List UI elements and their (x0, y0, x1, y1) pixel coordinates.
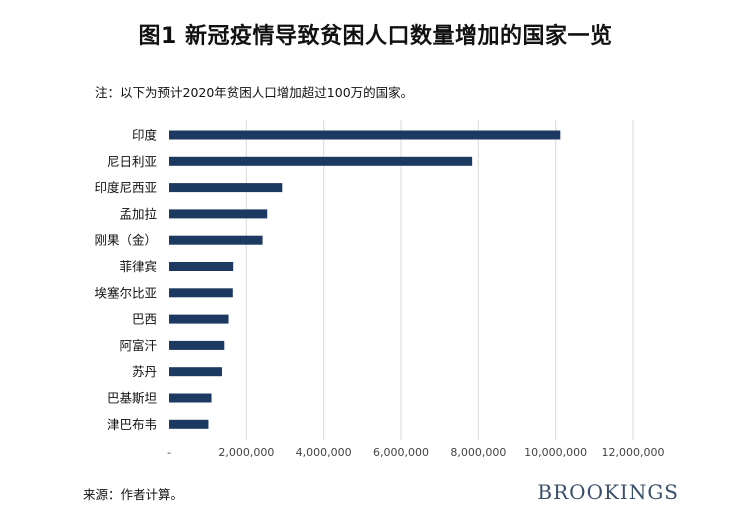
x-tick-label: 10,000,000 (524, 446, 587, 459)
bar (169, 393, 212, 403)
x-tick-label: 2,000,000 (218, 446, 274, 459)
grid-lines (245, 120, 634, 440)
x-tick-label: - (167, 446, 171, 459)
bar (169, 419, 209, 429)
bar (169, 367, 222, 377)
category-label: 苏丹 (132, 364, 157, 379)
category-label: 尼日利亚 (107, 154, 157, 169)
bar (169, 130, 561, 140)
category-label: 印度 (132, 128, 158, 143)
bar (169, 235, 263, 245)
category-label: 印度尼西亚 (94, 180, 157, 195)
source-note: 来源：作者计算。 (83, 487, 184, 502)
bar (169, 156, 473, 166)
chart-note: 注：以下为预计2020年贫困人口增加超过100万的国家。 (95, 85, 414, 100)
x-tick-label: 8,000,000 (450, 446, 506, 459)
bar (169, 183, 283, 193)
x-tick-label: 12,000,000 (602, 446, 665, 459)
category-label: 菲律宾 (119, 259, 157, 274)
brookings-logo: BROOKINGS (537, 480, 679, 504)
bar (169, 209, 268, 219)
category-label: 巴基斯坦 (107, 391, 157, 406)
bar (169, 314, 229, 324)
category-label: 阿富汗 (119, 338, 157, 353)
x-tick-label: 4,000,000 (296, 446, 352, 459)
bar (169, 288, 233, 298)
x-tick-labels: - 2,000,000 4,000,000 6,000,000 8,000,000 10,… (167, 446, 664, 459)
category-label: 孟加拉 (119, 206, 157, 221)
category-label: 津巴布韦 (107, 417, 157, 432)
category-label: 埃塞尔比亚 (94, 285, 157, 300)
bars (169, 130, 561, 429)
category-label: 刚果（金） (94, 233, 157, 248)
category-label: 巴西 (132, 312, 157, 327)
bar (169, 340, 225, 350)
chart-title: 图1 新冠疫情导致贫困人口数量增加的国家一览 (138, 24, 613, 49)
x-tick-label: 6,000,000 (373, 446, 429, 459)
bar (169, 262, 234, 271)
